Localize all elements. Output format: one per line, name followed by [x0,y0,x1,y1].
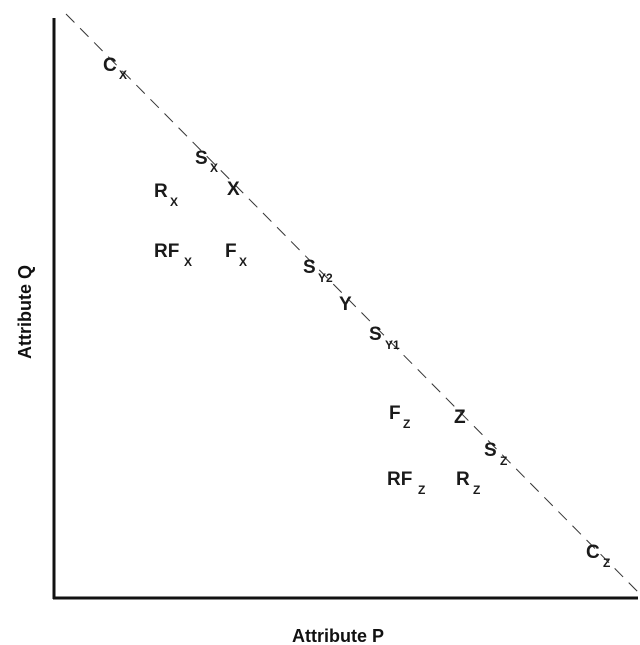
point-subscript: X [170,195,178,209]
point-subscript: Z [603,556,610,570]
point-subscript: Z [418,483,425,497]
point-letter: R [154,181,168,202]
point-label-y: Y [339,294,352,315]
y-axis-title: Attribute Q [15,265,35,359]
point-subscript: X [184,255,192,269]
point-label-fx: F X [225,241,247,269]
point-label-rfx: RF X [154,241,192,269]
point-subscript: X [239,255,247,269]
point-subscript: X [119,68,127,82]
point-label-rx: R X [154,181,178,209]
point-subscript: X [210,161,218,175]
point-label-sy2: S Y2 [303,257,333,285]
point-label-sz: S Z [484,440,507,468]
point-label-z: Z [454,407,466,428]
point-letter: Z [454,407,466,428]
point-letter: S [195,148,208,169]
point-letter: S [369,324,382,345]
point-letter: S [303,257,316,278]
point-letter: C [586,542,600,563]
point-subscript: Y1 [385,338,400,352]
point-label-fz: F Z [389,403,410,431]
point-subscript: Z [403,417,410,431]
point-letter: Y [339,294,352,315]
point-label-x: X [227,179,240,200]
point-label-sx: S X [195,148,218,175]
point-label-rz: R Z [456,469,480,497]
point-letter: F [389,403,401,424]
x-axis-title: Attribute P [292,626,384,645]
point-letter: X [227,179,240,200]
point-label-cx: C X [103,55,127,82]
point-label-sy1: S Y1 [369,324,400,352]
point-letter: F [225,241,237,262]
point-subscript: Y2 [318,271,333,285]
point-letter: RF [154,241,179,262]
point-label-rfz: RF Z [387,469,425,497]
point-subscript: Z [473,483,480,497]
dashed-diagonal-line [65,13,639,593]
point-letter: R [456,469,470,490]
point-letter: S [484,440,497,461]
point-label-cz: C Z [586,542,610,570]
point-letter: RF [387,469,412,490]
point-subscript: Z [500,454,507,468]
point-letter: C [103,55,117,76]
